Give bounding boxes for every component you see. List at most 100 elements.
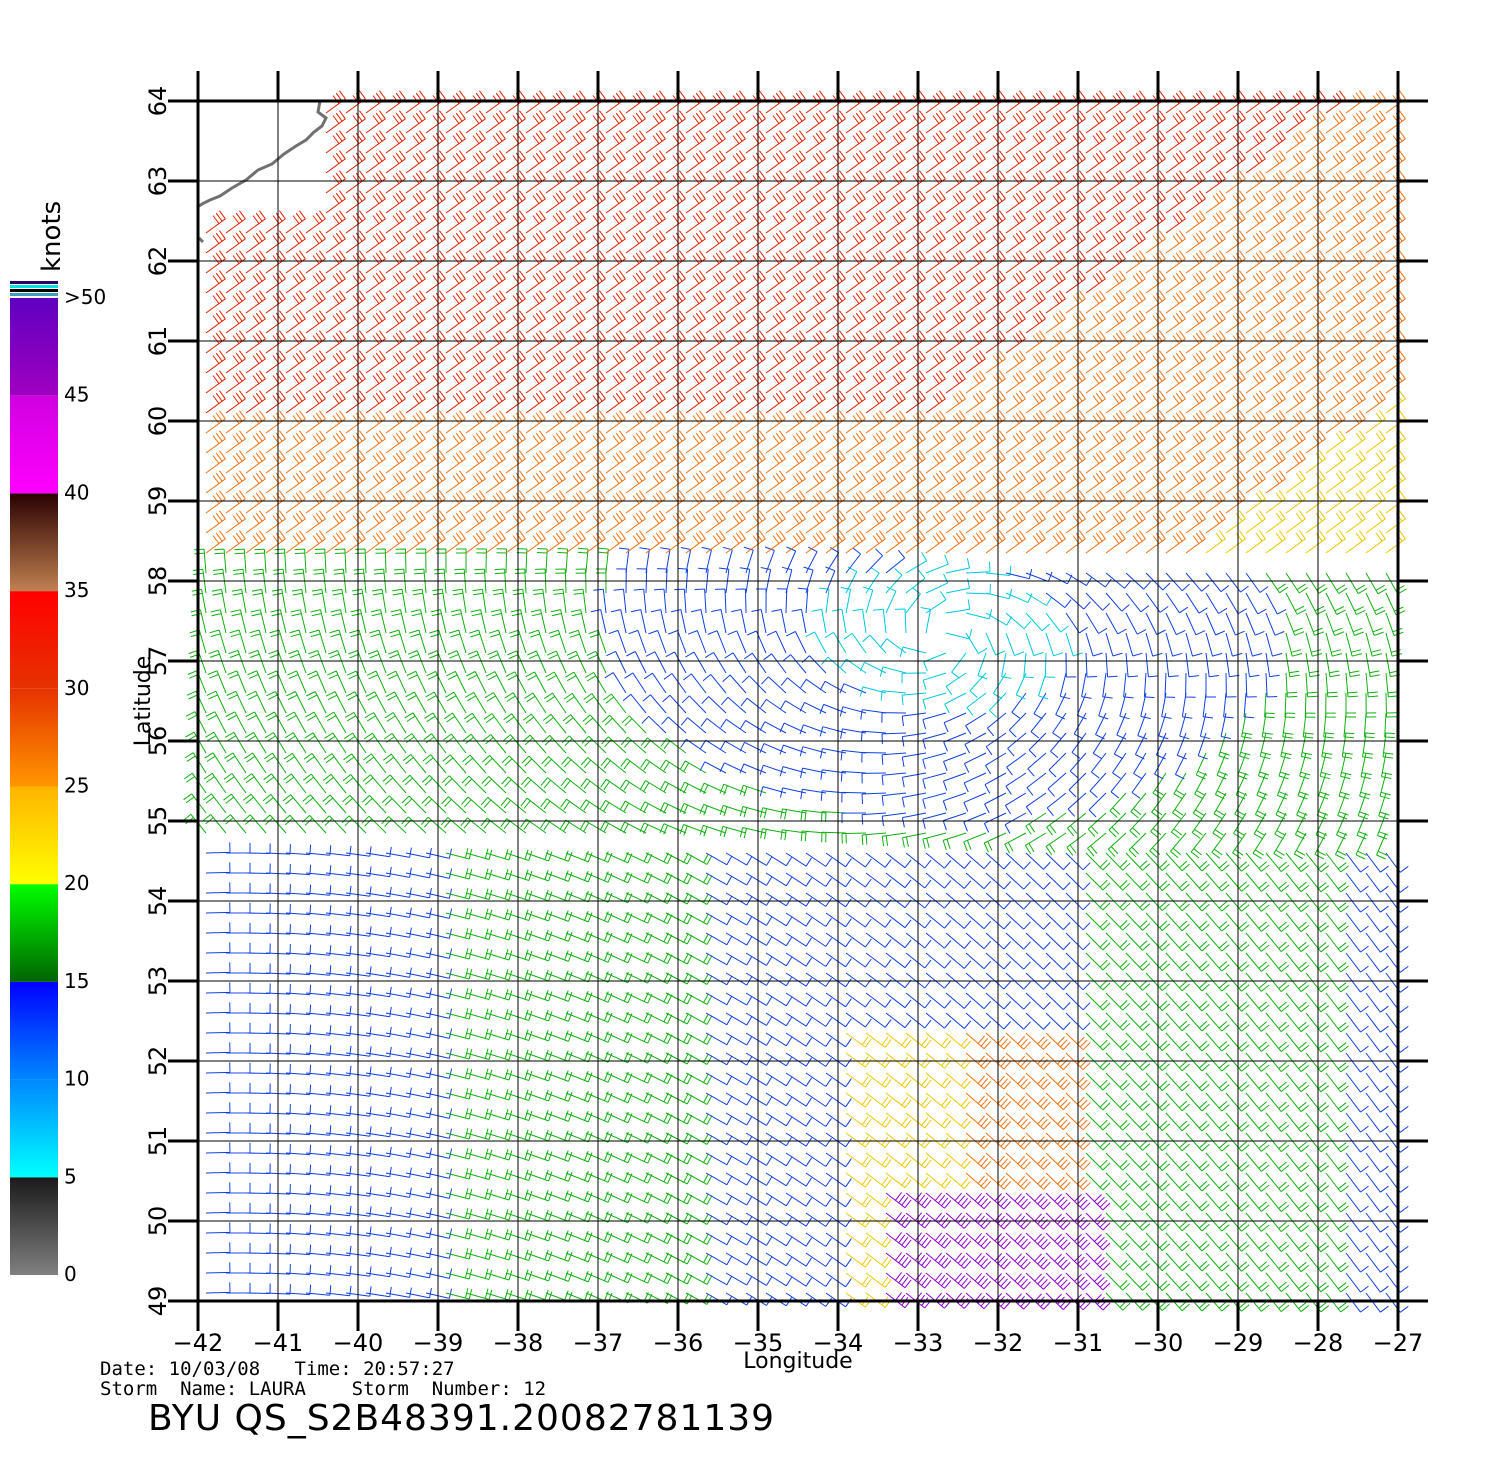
wind-barb bbox=[625, 410, 646, 434]
wind-barb bbox=[1165, 1072, 1190, 1092]
wind-barb bbox=[885, 190, 906, 214]
wind-barb bbox=[465, 130, 486, 154]
wind-barb bbox=[205, 1142, 231, 1154]
wind-barb bbox=[604, 672, 627, 694]
wind-barb bbox=[385, 370, 406, 394]
wind-barb bbox=[525, 850, 553, 862]
wind-barb bbox=[505, 1249, 533, 1261]
wind-barb bbox=[785, 852, 813, 867]
wind-barb bbox=[865, 1032, 892, 1048]
wind-barb bbox=[1265, 530, 1286, 554]
wind-barb bbox=[1265, 652, 1280, 678]
wind-barb bbox=[885, 1032, 912, 1049]
wind-barb bbox=[865, 972, 892, 988]
wind-barb bbox=[885, 310, 906, 334]
wind-barb bbox=[1185, 1112, 1210, 1132]
wind-barb bbox=[385, 110, 406, 134]
wind-barb bbox=[1005, 1072, 1031, 1090]
wind-barb bbox=[679, 824, 707, 836]
wind-barb bbox=[585, 90, 606, 114]
wind-barb bbox=[1185, 290, 1206, 314]
y-tick-label: 64 bbox=[144, 86, 172, 117]
wind-barb bbox=[1285, 410, 1306, 434]
wind-barb bbox=[1065, 290, 1086, 314]
wind-barb bbox=[645, 651, 667, 674]
wind-barb bbox=[1125, 450, 1146, 474]
wind-barb bbox=[674, 588, 687, 614]
wind-barb bbox=[965, 932, 992, 950]
wind-barb bbox=[1225, 270, 1246, 294]
colorbar-tick-label: 15 bbox=[64, 969, 89, 993]
wind-barb bbox=[685, 110, 706, 134]
wind-barb bbox=[965, 370, 986, 394]
wind-barb bbox=[1345, 1052, 1369, 1073]
wind-barb bbox=[1245, 1272, 1270, 1292]
wind-barb bbox=[425, 290, 446, 314]
wind-barb bbox=[739, 741, 767, 754]
wind-barb bbox=[225, 1182, 251, 1194]
wind-barb bbox=[1345, 170, 1366, 194]
wind-barb bbox=[443, 733, 467, 754]
wind-barb bbox=[765, 250, 786, 274]
wind-barb bbox=[1065, 430, 1086, 454]
wind-barb bbox=[1185, 1252, 1210, 1272]
wind-barb bbox=[1245, 1232, 1270, 1252]
wind-barb bbox=[685, 1192, 713, 1205]
wind-barb bbox=[705, 90, 726, 114]
wind-barb bbox=[209, 629, 227, 654]
wind-barb bbox=[785, 250, 806, 274]
wind-barb bbox=[505, 849, 533, 861]
wind-barb bbox=[964, 732, 987, 754]
wind-barb bbox=[525, 410, 546, 434]
wind-barb bbox=[385, 170, 406, 194]
wind-barb bbox=[305, 711, 327, 734]
wind-barb bbox=[865, 370, 886, 394]
wind-barb bbox=[685, 330, 706, 354]
wind-barb bbox=[845, 470, 866, 494]
wind-barb bbox=[945, 599, 971, 614]
wind-barb bbox=[1045, 390, 1066, 414]
wind-barb bbox=[1225, 430, 1246, 454]
wind-barb bbox=[645, 310, 666, 334]
wind-barb bbox=[425, 190, 446, 214]
wind-barb bbox=[1165, 130, 1186, 154]
wind-barb bbox=[485, 949, 513, 961]
wind-barb bbox=[925, 1252, 952, 1269]
wind-barb bbox=[1205, 230, 1226, 254]
wind-barb bbox=[785, 330, 806, 354]
wind-barb bbox=[1245, 290, 1266, 314]
wind-barb bbox=[1005, 110, 1026, 134]
wind-barb bbox=[1085, 350, 1106, 374]
wind-barb bbox=[1225, 912, 1250, 932]
wind-barb bbox=[405, 1148, 432, 1159]
wind-barb bbox=[405, 490, 426, 514]
wind-barb bbox=[205, 1102, 231, 1114]
wind-barb bbox=[1185, 350, 1206, 374]
wind-barb bbox=[1165, 410, 1186, 434]
wind-barb bbox=[1005, 390, 1026, 414]
wind-barb bbox=[284, 732, 307, 754]
wind-barb bbox=[1225, 1012, 1250, 1032]
wind-barb bbox=[1285, 932, 1310, 953]
x-tick-label: −34 bbox=[813, 1329, 864, 1357]
wind-barb bbox=[985, 952, 1011, 970]
wind-barb bbox=[1005, 310, 1026, 334]
wind-barb bbox=[545, 350, 566, 374]
wind-barb bbox=[586, 650, 607, 674]
wind-barb bbox=[501, 776, 527, 794]
wind-barb bbox=[725, 1232, 753, 1246]
wind-barb bbox=[765, 410, 786, 434]
wind-barb bbox=[186, 690, 207, 714]
wind-barb bbox=[845, 110, 866, 134]
wind-barb bbox=[1305, 672, 1318, 698]
wind-barb bbox=[905, 1192, 932, 1209]
wind-barb bbox=[685, 651, 707, 674]
wind-barb bbox=[1357, 792, 1370, 820]
wind-barb bbox=[1105, 1052, 1131, 1071]
wind-barb bbox=[1165, 430, 1186, 454]
wind-barb bbox=[865, 872, 892, 888]
wind-barb bbox=[1087, 812, 1107, 837]
wind-barb bbox=[561, 735, 587, 754]
wind-barb bbox=[945, 190, 966, 214]
wind-barb bbox=[707, 630, 727, 654]
